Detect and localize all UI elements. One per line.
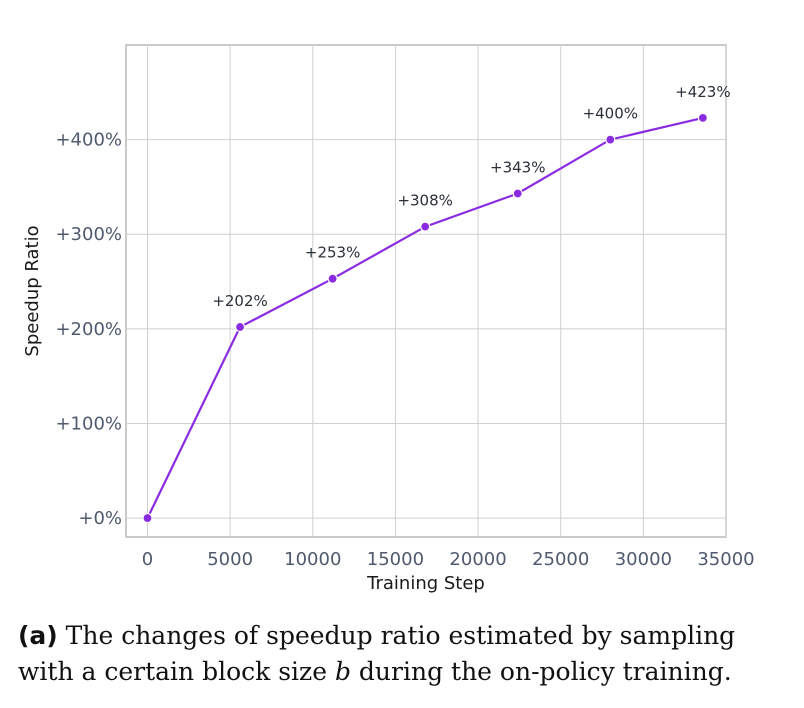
data-point [697,112,708,123]
figure-caption: (a) The changes of speedup ratio estimat… [18,618,798,690]
data-points [142,112,708,524]
data-label: +400% [583,105,638,123]
x-axis-title: Training Step [366,573,485,594]
data-point [327,273,338,284]
y-axis-ticks: +0% +100% +200% +300% +400% [55,130,122,529]
y-axis-title: Speedup Ratio [22,225,43,356]
data-point [420,221,431,232]
data-point [605,134,616,145]
data-point [512,188,523,199]
speedup-chart: 0 5000 10000 15000 20000 25000 30000 35000 +0%+… [22,44,755,594]
caption-text: The changes of speedup ratio estimated b… [18,621,736,686]
x-tick-label: 5000 [207,549,253,570]
x-tick-label: 0 [142,549,153,570]
data-label: +343% [490,159,545,177]
data-label: +202% [212,292,267,310]
y-tick-label: +0% [78,508,122,529]
y-tick-label: +400% [55,130,122,151]
data-point [234,321,246,333]
x-axis-ticks: 0 5000 10000 15000 20000 25000 30000 35000 [142,549,755,570]
x-tick-label: 20000 [449,549,506,570]
caption-variable: b [334,657,351,686]
x-tick-label: 15000 [367,549,424,570]
data-labels: +202% +253% +308% +343% +400% +423% [212,83,730,310]
data-label: +423% [675,83,730,101]
y-tick-label: +200% [55,319,122,340]
y-tick-label: +300% [55,224,122,245]
y-tick-label: +100% [55,413,122,434]
x-tick-label: 35000 [697,549,754,570]
data-point [142,512,153,524]
grid-lines [126,45,727,537]
caption-tag: (a) [18,621,58,650]
data-label: +253% [305,244,360,262]
x-tick-label: 30000 [615,549,672,570]
caption-text-end: during the on-policy training. [350,657,732,686]
x-tick-label: 25000 [532,549,589,570]
plot-frame [125,44,727,538]
data-label: +308% [397,192,452,210]
x-tick-label: 10000 [284,549,341,570]
